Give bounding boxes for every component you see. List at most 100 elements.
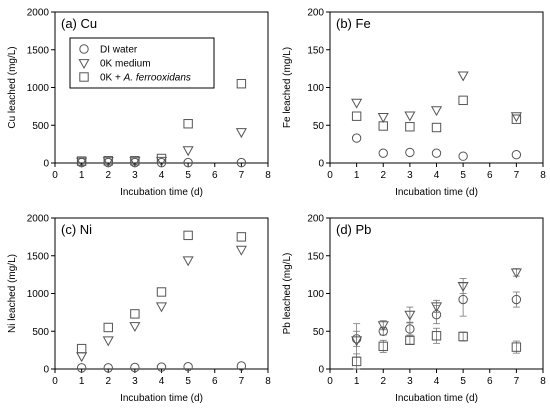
data-point bbox=[510, 268, 522, 279]
data-point bbox=[183, 119, 193, 129]
data-point bbox=[351, 336, 363, 347]
plot-frame bbox=[54, 217, 269, 370]
data-point bbox=[405, 147, 415, 158]
legend-marker bbox=[79, 72, 89, 82]
data-point bbox=[102, 157, 114, 168]
x-tick-label: 1 bbox=[79, 170, 85, 181]
y-tick-label: 50 bbox=[313, 121, 325, 132]
y-tick-label: 1000 bbox=[27, 83, 50, 94]
chart-panel-4: 0 1 2 3 4 5 6 7 8 0 50 100 150 200 Incubation time (d)… bbox=[282, 214, 546, 405]
x-axis-label: Incubation time (d) bbox=[395, 393, 478, 404]
data-point bbox=[183, 157, 193, 168]
data-point bbox=[182, 256, 194, 267]
data-point bbox=[405, 335, 415, 346]
y-axis-label: Pb leached (mg/L) bbox=[282, 253, 293, 335]
legend: DI water 0K medium 0K + A. ferrooxidans bbox=[69, 37, 215, 89]
chart-panel-1: 0 1 2 3 4 5 6 7 8 0 500 1000 1500 2000 Incubation time… bbox=[7, 8, 271, 199]
data-point bbox=[130, 362, 140, 373]
x-axis-label: Incubation time (d) bbox=[395, 187, 478, 198]
data-point bbox=[377, 321, 389, 332]
data-point bbox=[155, 156, 168, 167]
x-tick-label: 6 bbox=[487, 376, 493, 387]
x-tick-label: 8 bbox=[265, 376, 271, 387]
y-tick-label: 0 bbox=[43, 159, 49, 170]
data-point bbox=[431, 331, 442, 341]
y-tick-label: 0 bbox=[318, 159, 324, 170]
series-triangle-down bbox=[76, 128, 247, 168]
y-axis-label: Fe leached (mg/L) bbox=[282, 47, 293, 128]
series-square bbox=[351, 327, 522, 370]
x-tick-label: 5 bbox=[185, 170, 191, 181]
series-square bbox=[351, 95, 522, 133]
data-point bbox=[235, 245, 247, 256]
x-tick-label: 1 bbox=[79, 376, 85, 387]
x-tick-label: 3 bbox=[132, 376, 138, 387]
y-tick-label: 1500 bbox=[27, 251, 50, 262]
data-point bbox=[511, 149, 522, 160]
data-point bbox=[430, 302, 443, 313]
x-tick-label: 4 bbox=[159, 170, 165, 181]
panel-title: (d) Pb bbox=[336, 222, 371, 237]
series-circle bbox=[76, 361, 247, 373]
y-tick-label: 1500 bbox=[27, 45, 50, 56]
data-point bbox=[182, 146, 194, 157]
data-point bbox=[511, 342, 522, 352]
panel-title: (c) Ni bbox=[61, 222, 92, 237]
x-tick-label: 7 bbox=[239, 376, 245, 387]
data-point bbox=[351, 133, 362, 143]
y-tick-label: 200 bbox=[307, 214, 324, 225]
x-tick-label: 7 bbox=[514, 170, 520, 181]
x-tick-label: 3 bbox=[407, 376, 413, 387]
data-point bbox=[102, 336, 114, 347]
data-point bbox=[378, 341, 388, 352]
legend-box bbox=[69, 37, 215, 89]
x-tick-label: 8 bbox=[540, 376, 546, 387]
legend-label: 0K + A. ferrooxidans bbox=[100, 73, 191, 84]
data-point bbox=[103, 322, 113, 333]
chart-panel-3: 0 1 2 3 4 5 6 7 8 0 500 1000 1500 2000 Incubation time… bbox=[7, 214, 271, 405]
x-tick-label: 6 bbox=[212, 376, 218, 387]
data-point bbox=[404, 111, 416, 122]
panel-title: (b) Fe bbox=[336, 16, 371, 31]
x-tick-label: 4 bbox=[434, 376, 440, 387]
data-point bbox=[76, 352, 88, 363]
y-tick-label: 500 bbox=[32, 327, 49, 338]
data-point bbox=[405, 324, 415, 334]
series-triangle-down bbox=[351, 268, 522, 358]
data-point bbox=[458, 294, 468, 305]
data-point bbox=[378, 148, 388, 158]
legend-label: 0K medium bbox=[100, 59, 151, 70]
y-tick-label: 2000 bbox=[27, 214, 50, 225]
data-point bbox=[235, 128, 247, 139]
data-point bbox=[236, 79, 247, 89]
x-tick-label: 1 bbox=[354, 170, 360, 181]
data-point bbox=[457, 282, 469, 292]
data-point bbox=[236, 232, 247, 242]
data-point bbox=[76, 156, 87, 166]
y-tick-label: 1000 bbox=[27, 289, 50, 300]
data-point bbox=[103, 363, 113, 373]
data-point bbox=[405, 122, 415, 132]
y-tick-label: 2000 bbox=[27, 8, 50, 19]
plot-frame bbox=[329, 11, 544, 164]
data-point bbox=[404, 310, 416, 321]
data-point bbox=[431, 122, 442, 133]
data-point bbox=[129, 157, 141, 168]
data-point bbox=[351, 98, 363, 109]
x-tick-label: 2 bbox=[105, 376, 111, 387]
x-tick-label: 6 bbox=[487, 170, 493, 181]
series-circle bbox=[351, 133, 522, 161]
x-tick-label: 0 bbox=[327, 170, 333, 181]
data-point bbox=[156, 287, 167, 297]
series-triangle-down bbox=[351, 71, 522, 123]
x-tick-label: 5 bbox=[460, 376, 466, 387]
data-point bbox=[458, 151, 468, 161]
data-point bbox=[103, 156, 113, 166]
data-point bbox=[377, 113, 389, 123]
x-tick-label: 1 bbox=[354, 376, 360, 387]
y-tick-label: 500 bbox=[32, 121, 49, 132]
data-point bbox=[76, 363, 87, 373]
x-tick-label: 3 bbox=[407, 170, 413, 181]
plot-frame bbox=[329, 217, 544, 370]
data-point bbox=[378, 121, 388, 131]
